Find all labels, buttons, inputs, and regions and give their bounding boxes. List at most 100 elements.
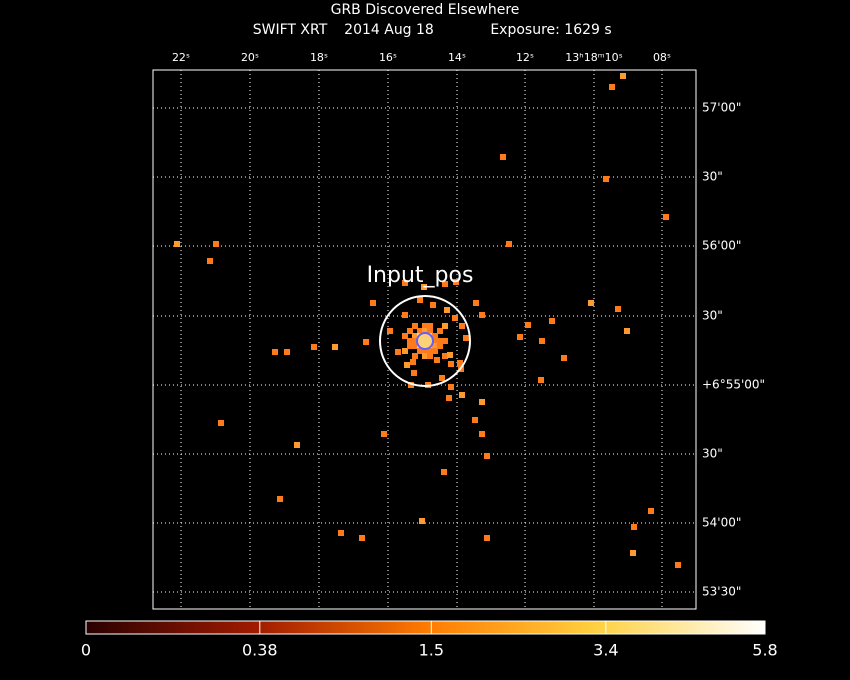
photon bbox=[444, 307, 450, 313]
photon bbox=[484, 535, 490, 541]
photon bbox=[430, 302, 436, 308]
error-circle bbox=[416, 332, 434, 350]
ra-label: 18ˢ bbox=[310, 51, 328, 64]
photon bbox=[442, 281, 448, 287]
photon bbox=[457, 360, 463, 366]
ra-label: 22ˢ bbox=[172, 51, 190, 64]
photon bbox=[588, 300, 594, 306]
photon bbox=[427, 323, 433, 329]
photon bbox=[446, 395, 452, 401]
photon bbox=[422, 338, 428, 344]
dec-label: 30" bbox=[702, 309, 723, 323]
photon bbox=[452, 315, 458, 321]
photon bbox=[538, 377, 544, 383]
dec-label: 56'00" bbox=[702, 239, 741, 253]
photon bbox=[402, 280, 408, 286]
photon bbox=[381, 431, 387, 437]
photon bbox=[506, 241, 512, 247]
photon bbox=[422, 328, 428, 334]
photon bbox=[422, 323, 428, 329]
photon bbox=[549, 318, 555, 324]
photon bbox=[525, 322, 531, 328]
photon bbox=[359, 535, 365, 541]
photon bbox=[417, 338, 423, 344]
photon bbox=[272, 349, 278, 355]
photon bbox=[174, 241, 180, 247]
photon bbox=[427, 338, 433, 344]
ra-label: 12ˢ bbox=[516, 51, 534, 64]
photon bbox=[631, 524, 637, 530]
colorbar-label: 5.8 bbox=[752, 641, 777, 660]
photon bbox=[442, 338, 448, 344]
photon bbox=[437, 338, 443, 344]
photon bbox=[500, 154, 506, 160]
photon bbox=[609, 84, 615, 90]
photon bbox=[432, 338, 438, 344]
photon bbox=[517, 334, 523, 340]
ra-label: 14ˢ bbox=[448, 51, 466, 64]
photon bbox=[442, 353, 448, 359]
photon bbox=[432, 343, 438, 349]
photon bbox=[408, 382, 414, 388]
photon bbox=[630, 550, 636, 556]
dec-label: +6°55'00" bbox=[702, 378, 765, 392]
photon bbox=[472, 417, 478, 423]
photon bbox=[207, 258, 213, 264]
photon bbox=[437, 343, 443, 349]
photon bbox=[417, 348, 423, 354]
source-region bbox=[379, 295, 471, 387]
photon bbox=[277, 496, 283, 502]
photon bbox=[402, 312, 408, 318]
photon bbox=[561, 355, 567, 361]
annotation: Input_pos bbox=[367, 263, 474, 288]
photon bbox=[432, 333, 438, 339]
photon bbox=[447, 352, 453, 358]
photon bbox=[484, 453, 490, 459]
photon bbox=[417, 328, 423, 334]
photon bbox=[422, 333, 428, 339]
photon bbox=[427, 348, 433, 354]
photon bbox=[412, 338, 418, 344]
colorbar-label: 0 bbox=[81, 641, 91, 660]
photon bbox=[432, 348, 438, 354]
colorbar-label: 1.5 bbox=[419, 641, 444, 660]
photon bbox=[459, 323, 465, 329]
photon bbox=[407, 338, 413, 344]
photon bbox=[479, 312, 485, 318]
photon bbox=[422, 353, 428, 359]
photon bbox=[294, 442, 300, 448]
photon bbox=[448, 361, 454, 367]
colorbar bbox=[85, 620, 766, 635]
photon bbox=[437, 328, 443, 334]
subtitle: Exposure: 1629 s bbox=[490, 22, 611, 38]
photon bbox=[411, 370, 417, 376]
photon bbox=[213, 241, 219, 247]
subtitle: SWIFT XRT bbox=[253, 22, 328, 38]
photon bbox=[427, 353, 433, 359]
photon bbox=[410, 359, 416, 365]
photon bbox=[402, 333, 408, 339]
photon bbox=[648, 508, 654, 514]
photon bbox=[663, 214, 669, 220]
title: GRB Discovered Elsewhere bbox=[331, 2, 520, 18]
image-frame bbox=[152, 69, 697, 610]
photon bbox=[370, 300, 376, 306]
photon bbox=[422, 348, 428, 354]
ra-label: 20ˢ bbox=[241, 51, 259, 64]
photon bbox=[387, 328, 393, 334]
photon bbox=[442, 323, 448, 329]
ra-label: 16ˢ bbox=[379, 51, 397, 64]
photon bbox=[395, 349, 401, 355]
photon bbox=[539, 338, 545, 344]
photon bbox=[412, 353, 418, 359]
photon bbox=[434, 357, 440, 363]
photon bbox=[332, 344, 338, 350]
photon bbox=[363, 339, 369, 345]
photon bbox=[427, 328, 433, 334]
photon bbox=[412, 343, 418, 349]
photon bbox=[404, 362, 410, 368]
photon bbox=[284, 349, 290, 355]
photon bbox=[459, 392, 465, 398]
ra-label: 08ˢ bbox=[653, 51, 671, 64]
